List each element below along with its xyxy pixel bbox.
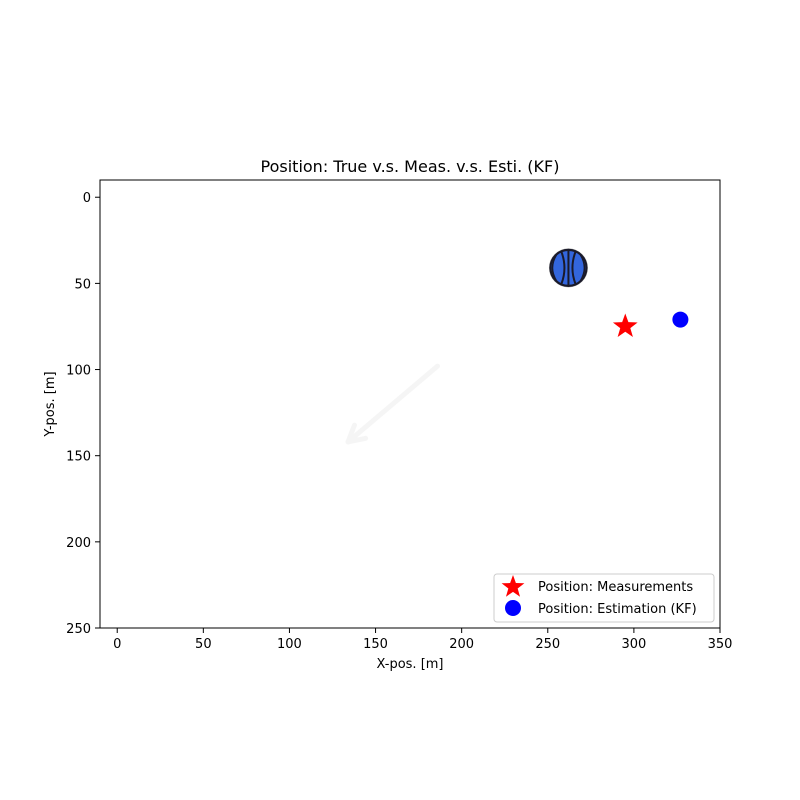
y-tick-label: 100	[66, 364, 91, 379]
legend-label-measurements: Position: Measurements	[538, 580, 693, 595]
y-axis-ticks: 0 50 100 150 200 250	[66, 191, 100, 637]
faded-arrow-icon	[345, 363, 441, 445]
y-tick-label: 150	[66, 450, 91, 465]
x-axis-label: X-pos. [m]	[377, 657, 444, 672]
legend: Position: Measurements Position: Estimat…	[493, 573, 715, 623]
legend-entry-estimation: Position: Estimation (KF)	[505, 600, 697, 617]
y-tick-label: 50	[74, 277, 91, 292]
estimation-point	[672, 311, 689, 328]
x-tick-label: 0	[113, 637, 121, 652]
basketball-icon	[548, 248, 588, 288]
measurement-point	[612, 313, 638, 337]
plot-area	[100, 180, 720, 628]
y-tick-label: 200	[66, 536, 91, 551]
legend-star-icon	[501, 575, 525, 597]
decor-layer	[345, 363, 441, 445]
x-tick-label: 100	[277, 637, 302, 652]
legend-entry-measurements: Position: Measurements	[501, 575, 693, 597]
x-tick-label: 300	[621, 637, 646, 652]
x-tick-label: 200	[449, 637, 474, 652]
plot-frame	[99, 179, 721, 629]
x-tick-label: 350	[708, 637, 733, 652]
y-tick-label: 0	[83, 191, 91, 206]
y-axis-label: Y-pos. [m]	[43, 371, 58, 437]
legend-box	[493, 573, 715, 623]
marks-layer	[548, 248, 689, 337]
x-tick-label: 250	[535, 637, 560, 652]
x-tick-label: 50	[195, 637, 212, 652]
chart-title: Position: True v.s. Meas. v.s. Esti. (KF…	[261, 157, 560, 176]
x-tick-label: 150	[363, 637, 388, 652]
x-axis-ticks: 0 50 100 150 200 250 300 350	[113, 628, 732, 652]
legend-circle-icon	[505, 600, 521, 616]
legend-label-estimation: Position: Estimation (KF)	[538, 602, 697, 617]
y-tick-label: 250	[66, 622, 91, 637]
